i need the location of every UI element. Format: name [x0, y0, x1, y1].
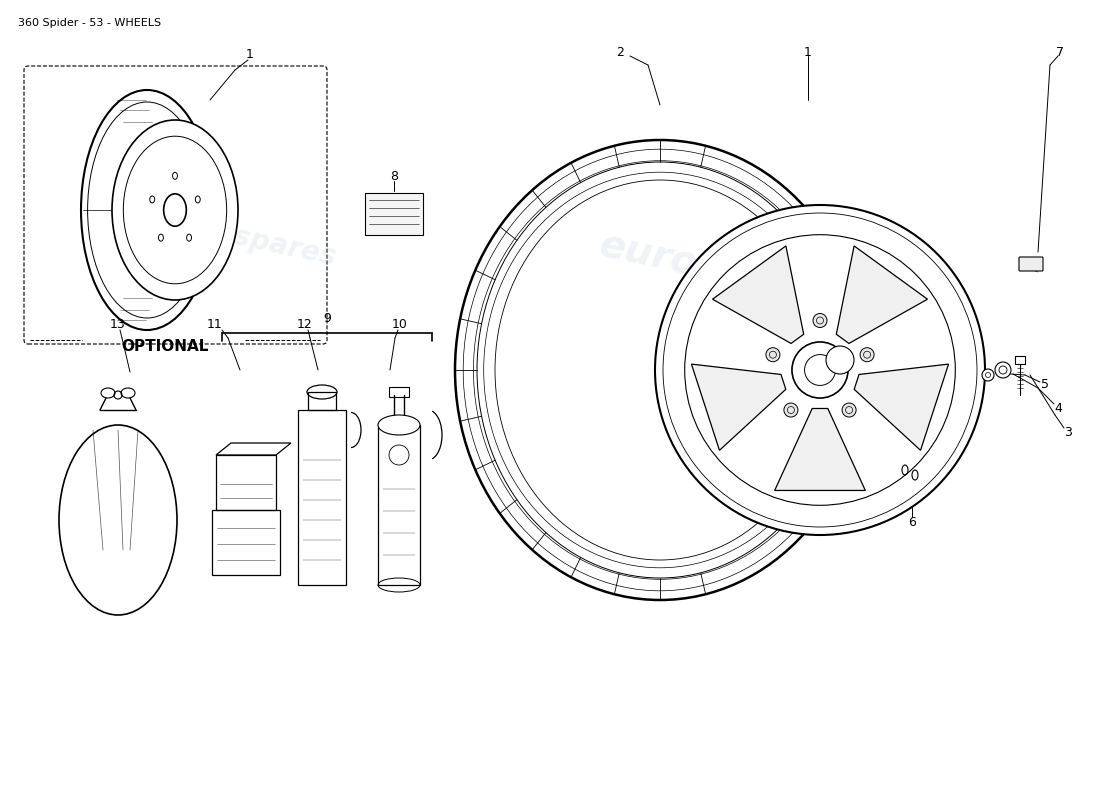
Circle shape: [826, 346, 854, 374]
Text: eurospares: eurospares: [162, 208, 339, 272]
Bar: [298, 410, 346, 585]
Polygon shape: [774, 409, 866, 490]
Ellipse shape: [112, 120, 238, 300]
Ellipse shape: [164, 194, 186, 226]
Circle shape: [654, 205, 984, 535]
Text: 5: 5: [1041, 378, 1049, 391]
Text: 7: 7: [1056, 46, 1064, 58]
Bar: [378, 425, 420, 585]
Bar: [1015, 356, 1025, 364]
Text: 1: 1: [804, 46, 812, 58]
Circle shape: [766, 348, 780, 362]
Text: 4: 4: [1054, 402, 1062, 414]
Polygon shape: [836, 246, 927, 343]
FancyBboxPatch shape: [24, 66, 327, 344]
Bar: [216, 455, 276, 510]
Text: 360 Spider - 53 - WHEELS: 360 Spider - 53 - WHEELS: [18, 18, 161, 28]
Polygon shape: [855, 364, 948, 450]
Bar: [308, 392, 336, 410]
Circle shape: [813, 314, 827, 327]
Circle shape: [996, 362, 1011, 378]
Circle shape: [784, 403, 798, 417]
Circle shape: [982, 369, 994, 381]
Polygon shape: [713, 246, 804, 343]
Polygon shape: [692, 364, 785, 450]
FancyBboxPatch shape: [1019, 257, 1043, 271]
Text: OPTIONAL: OPTIONAL: [121, 339, 209, 354]
Circle shape: [792, 342, 848, 398]
Text: 13: 13: [110, 318, 125, 331]
Text: 11: 11: [207, 318, 223, 331]
Text: eurospares: eurospares: [596, 226, 844, 314]
Text: 12: 12: [297, 318, 312, 331]
Text: 8: 8: [390, 170, 398, 182]
Text: 2: 2: [616, 46, 624, 58]
Ellipse shape: [378, 415, 420, 435]
Text: 9: 9: [323, 313, 331, 326]
Text: 10: 10: [392, 318, 408, 331]
Text: 3: 3: [1064, 426, 1071, 438]
Circle shape: [860, 348, 875, 362]
Bar: [212, 510, 280, 575]
Bar: [389, 387, 409, 397]
Circle shape: [843, 403, 856, 417]
Text: 6: 6: [909, 515, 916, 529]
Text: 1: 1: [246, 49, 254, 62]
Bar: [365, 193, 424, 235]
